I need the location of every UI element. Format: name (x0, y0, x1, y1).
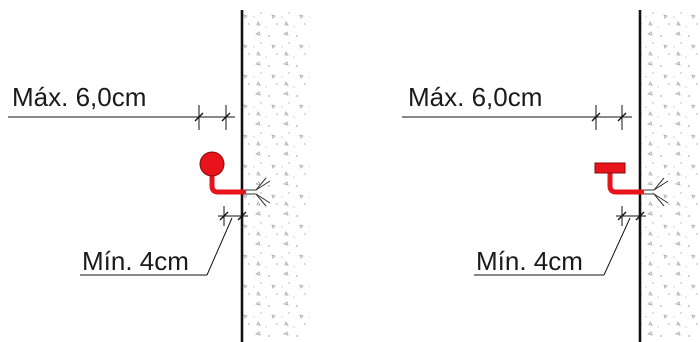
right-min-tick-1 (617, 211, 627, 221)
right-max-label: Máx. 6,0cm (408, 82, 542, 112)
left-max-tick-1 (194, 112, 204, 122)
left-min-tick-1 (219, 211, 229, 221)
right-min-label: Mín. 4cm (476, 246, 583, 276)
left-anchor-bar (209, 170, 246, 195)
left-detail: Máx. 6,0cm Mín. 4cm (8, 10, 310, 342)
right-max-tick-2 (617, 112, 627, 122)
right-anchor-flat-head (594, 162, 626, 174)
left-anchor-expansion-icon (246, 177, 271, 207)
right-detail: Máx. 6,0cm Mín. 4cm (402, 10, 700, 342)
left-anchor-round-head (199, 151, 225, 177)
right-min-tick-2 (635, 211, 645, 221)
right-anchor-bar (607, 172, 644, 195)
left-concrete-wall (242, 10, 310, 342)
left-max-label: Máx. 6,0cm (12, 82, 146, 112)
left-max-tick-2 (221, 112, 231, 122)
left-min-tick-2 (237, 211, 247, 221)
right-min-leader-line (603, 217, 631, 276)
right-concrete-wall (640, 10, 700, 342)
right-anchor-expansion-icon (644, 177, 669, 207)
left-min-leader-line (206, 217, 233, 276)
right-max-tick-1 (591, 112, 601, 122)
left-min-label: Mín. 4cm (82, 246, 189, 276)
